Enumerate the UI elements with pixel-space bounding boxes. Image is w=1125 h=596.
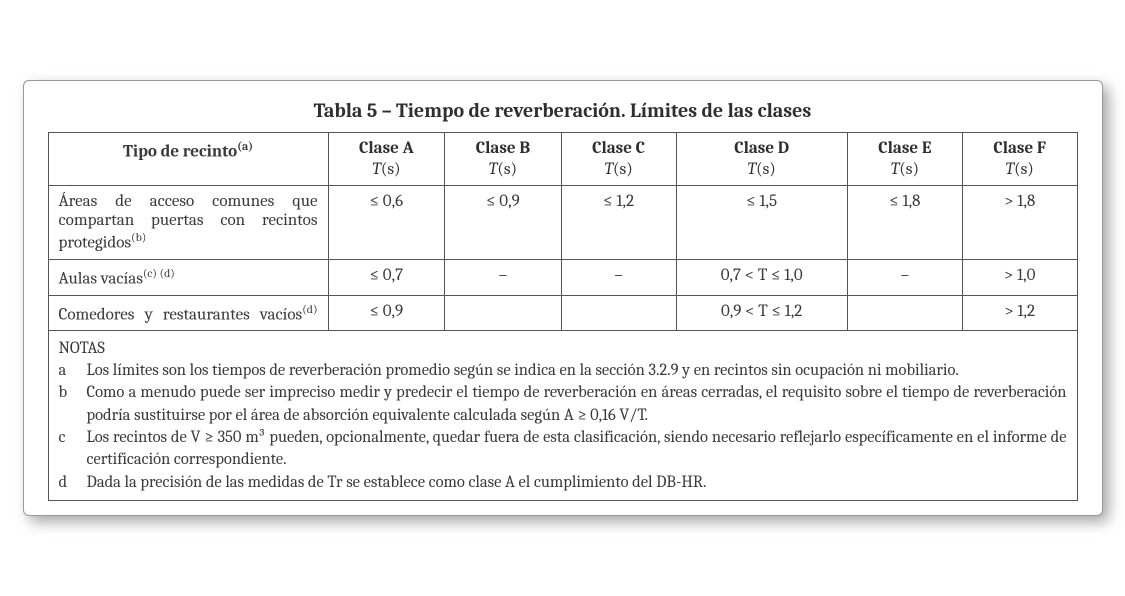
col-head-d: Clase D T(s) (676, 133, 847, 186)
note-text: Los recintos de V ≥ 350 m³ pueden, opcio… (87, 427, 1067, 472)
note-item: c Los recintos de V ≥ 350 m³ pueden, opc… (59, 427, 1067, 472)
table-row: Aulas vacías(c) (d) ≤ 0,7 – – 0,7 < T ≤ … (48, 259, 1077, 295)
cell (561, 295, 676, 331)
note-key: a (59, 360, 73, 382)
note-item: d Dada la precisión de las medidas de Tr… (59, 472, 1067, 494)
col-label: Clase E (878, 139, 931, 158)
row-header-label: Tipo de recinto (123, 143, 237, 162)
table-title: Tabla 5 – Tiempo de reverberación. Límit… (48, 99, 1078, 122)
row-label: Áreas de acceso comunes que compartan pu… (48, 186, 328, 260)
note-item: b Como a menudo puede ser impreciso medi… (59, 382, 1067, 427)
note-text: Los límites son los tiempos de reverbera… (87, 360, 1067, 382)
table-row: Áreas de acceso comunes que compartan pu… (48, 186, 1077, 260)
cell: ≤ 1,8 (847, 186, 962, 260)
cell: 0,7 < T ≤ 1,0 (676, 259, 847, 295)
note-key: b (59, 382, 73, 427)
row-header-sup: (a) (237, 139, 253, 153)
col-head-a: Clase A T(s) (328, 133, 445, 186)
table-row: Comedores y restaurantes vacíos(d) ≤ 0,9… (48, 295, 1077, 331)
cell: – (445, 259, 561, 295)
note-item: a Los límites son los tiempos de reverbe… (59, 360, 1067, 382)
cell: > 1,2 (962, 295, 1077, 331)
row-label: Comedores y restaurantes vacíos(d) (48, 295, 328, 331)
cell: > 1,8 (962, 186, 1077, 260)
col-label: Clase B (476, 139, 530, 158)
table-card: Tabla 5 – Tiempo de reverberación. Límit… (23, 80, 1103, 516)
col-label: Clase F (993, 139, 1046, 158)
cell: ≤ 0,9 (445, 186, 561, 260)
note-key: d (59, 472, 73, 494)
cell: ≤ 1,5 (676, 186, 847, 260)
cell: – (561, 259, 676, 295)
cell: > 1,0 (962, 259, 1077, 295)
note-key: c (59, 427, 73, 472)
cell: 0,9 < T ≤ 1,2 (676, 295, 847, 331)
cell: ≤ 0,7 (328, 259, 445, 295)
col-head-b: Clase B T(s) (445, 133, 561, 186)
col-label: Clase C (592, 139, 645, 158)
row-label: Aulas vacías(c) (d) (48, 259, 328, 295)
reverberation-table: Tipo de recinto(a) Clase A T(s) Clase B … (48, 132, 1078, 501)
notes-row: NOTAS a Los límites son los tiempos de r… (48, 331, 1077, 501)
cell: – (847, 259, 962, 295)
col-head-f: Clase F T(s) (962, 133, 1077, 186)
row-header-heading: Tipo de recinto(a) (48, 133, 328, 186)
note-text: Como a menudo puede ser impreciso medir … (87, 382, 1067, 427)
col-head-c: Clase C T(s) (561, 133, 676, 186)
notes-heading: NOTAS (59, 339, 1067, 358)
col-head-e: Clase E T(s) (847, 133, 962, 186)
cell: ≤ 0,6 (328, 186, 445, 260)
cell (847, 295, 962, 331)
col-label: Clase A (359, 139, 414, 158)
notes-cell: NOTAS a Los límites son los tiempos de r… (48, 331, 1077, 501)
cell: ≤ 0,9 (328, 295, 445, 331)
col-label: Clase D (734, 139, 789, 158)
cell (445, 295, 561, 331)
note-text: Dada la precisión de las medidas de Tr s… (87, 472, 1067, 494)
table-header-row: Tipo de recinto(a) Clase A T(s) Clase B … (48, 133, 1077, 186)
cell: ≤ 1,2 (561, 186, 676, 260)
